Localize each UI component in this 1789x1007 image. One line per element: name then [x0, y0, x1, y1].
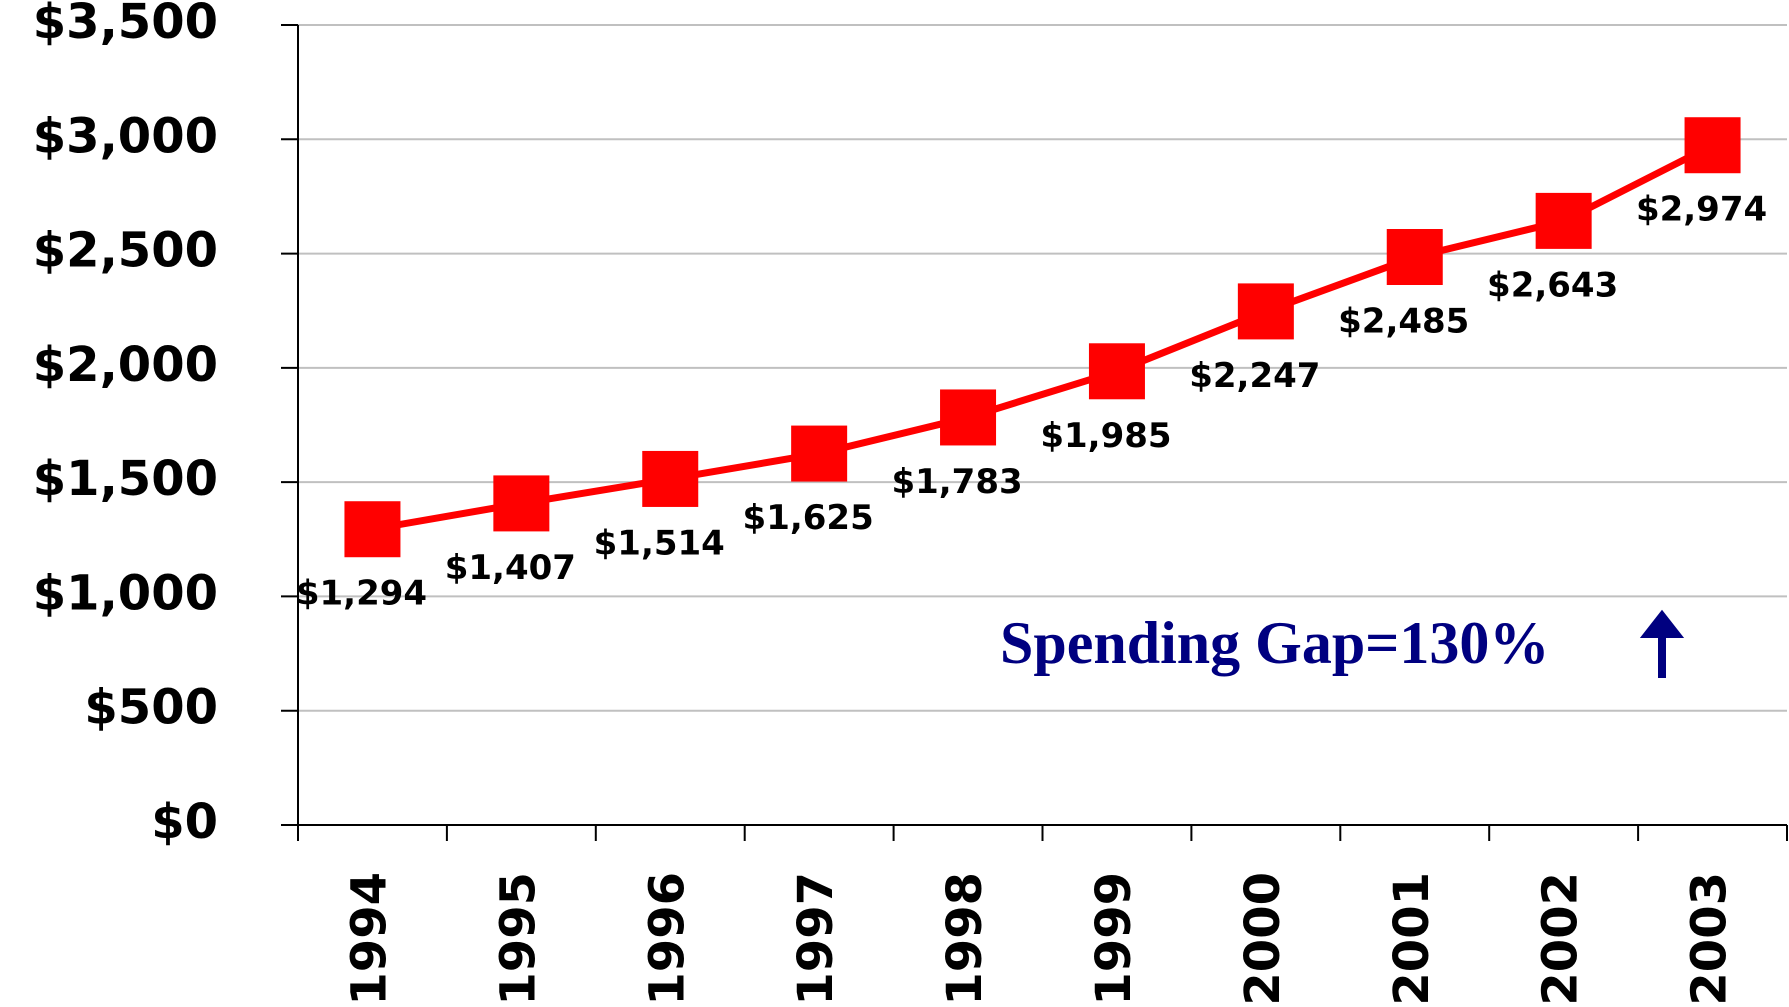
- x-tick-label: 1996: [639, 872, 695, 1006]
- y-tick-label: $0: [151, 794, 218, 850]
- y-tick-label: $1,500: [33, 451, 218, 507]
- data-label: $2,247: [1189, 356, 1320, 396]
- marker: [642, 450, 699, 507]
- marker: [1535, 192, 1592, 249]
- y-tick-label: $500: [84, 680, 218, 736]
- line: [371, 142, 1715, 533]
- x-tick-label: 2002: [1533, 872, 1589, 1006]
- y-tick-label: $3,000: [33, 108, 218, 164]
- marker: [1088, 343, 1145, 400]
- x-tick-label: 2001: [1384, 872, 1440, 1006]
- data-label: $1,514: [594, 523, 725, 563]
- y-tick-label: $2,500: [33, 223, 218, 279]
- data-label: $1,985: [1040, 416, 1171, 456]
- y-tick-label: $1,000: [33, 565, 218, 621]
- y-tick-label: $3,500: [33, 0, 218, 50]
- marker: [493, 475, 550, 532]
- data-label: $2,485: [1338, 302, 1469, 342]
- x-tick-label: 1995: [490, 872, 546, 1006]
- marker: [1386, 229, 1443, 285]
- data-label: $1,407: [445, 548, 576, 588]
- x-tick-label: 2000: [1235, 872, 1291, 1006]
- marker: [344, 501, 401, 558]
- data-label: $2,643: [1487, 265, 1618, 305]
- marker: [1684, 117, 1741, 174]
- marker: [940, 389, 997, 446]
- marker: [791, 425, 848, 482]
- data-label: $1,294: [296, 574, 427, 614]
- data-label: $1,783: [891, 462, 1022, 502]
- marker: [1237, 283, 1294, 340]
- data-label: $2,974: [1636, 190, 1767, 230]
- annotation-arrow: [1639, 609, 1685, 678]
- annotation: Spending Gap=130%: [1000, 610, 1549, 676]
- y-tick-label: $2,000: [33, 337, 218, 393]
- x-tick-label: 1999: [1086, 872, 1142, 1006]
- data-label: $1,625: [743, 498, 874, 538]
- x-tick-label: 1998: [937, 872, 993, 1006]
- x-tick-label: 2003: [1682, 872, 1738, 1006]
- x-tick-label: 1994: [341, 872, 397, 1006]
- x-tick-label: 1997: [788, 872, 844, 1006]
